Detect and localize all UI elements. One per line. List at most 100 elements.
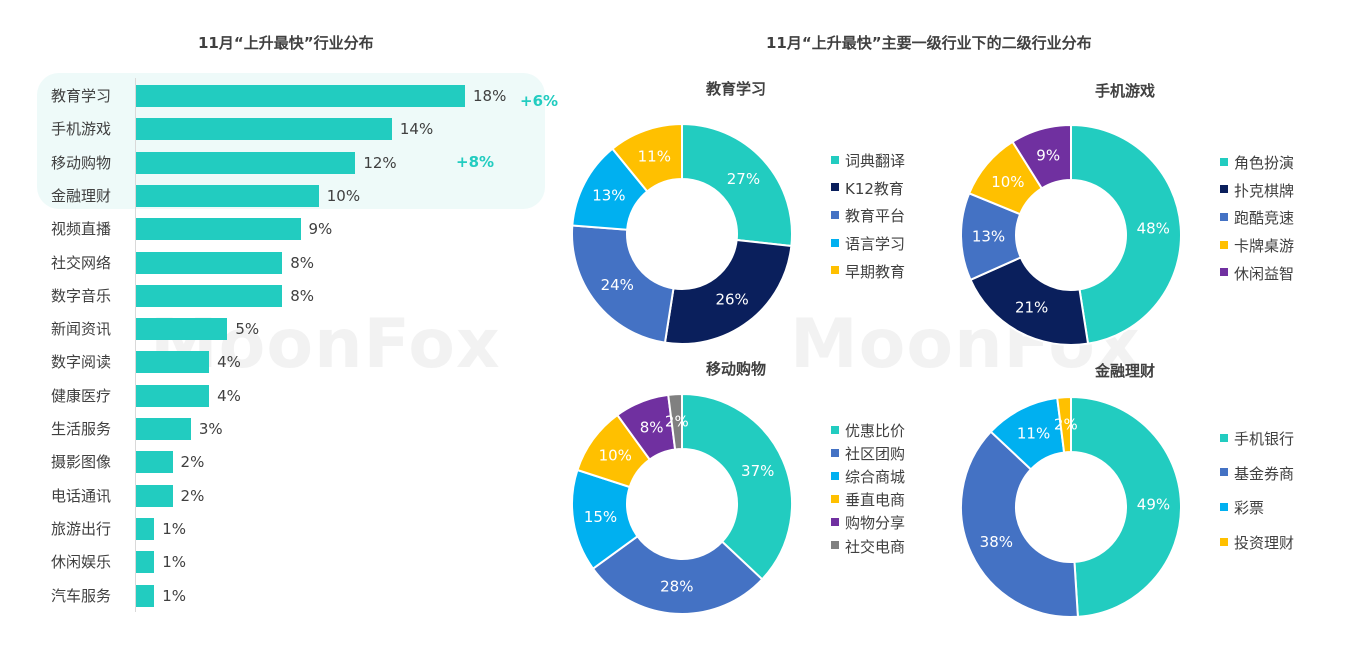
bar-category-label: 休闲娱乐 bbox=[51, 553, 112, 572]
bar bbox=[136, 251, 283, 274]
legend-item: 早期教育 bbox=[831, 262, 905, 282]
bar bbox=[136, 318, 228, 341]
donut-slice bbox=[615, 393, 677, 461]
legend-label: 社交电商 bbox=[845, 537, 906, 556]
watermark-right: MoonFox bbox=[790, 305, 1141, 384]
legend-label: 角色扮演 bbox=[1234, 154, 1295, 172]
donut-slice-label: 10% bbox=[599, 447, 632, 465]
legend-item: 扑克棋牌 bbox=[1220, 181, 1294, 201]
donut-slice bbox=[960, 430, 1079, 618]
bar bbox=[136, 484, 173, 507]
donut-slice bbox=[967, 140, 1044, 216]
legend-swatch bbox=[831, 541, 839, 549]
donut-title: 手机游戏 bbox=[1095, 82, 1156, 100]
legend-label: 卡牌桌游 bbox=[1234, 237, 1295, 256]
donut-slice bbox=[571, 147, 649, 231]
legend-label: 基金券商 bbox=[1234, 464, 1295, 483]
legend-swatch bbox=[831, 155, 839, 164]
legend-swatch bbox=[831, 210, 839, 219]
legend-swatch bbox=[831, 238, 839, 247]
donut-slice-label: 11% bbox=[638, 147, 671, 165]
donut-slice-label: 15% bbox=[584, 508, 617, 526]
bar bbox=[136, 451, 173, 474]
legend-swatch bbox=[831, 471, 839, 480]
donut-slice bbox=[576, 413, 652, 489]
donut-slice-label: 27% bbox=[727, 170, 760, 188]
bar-category-label: 生活服务 bbox=[51, 420, 112, 438]
donut-slice bbox=[960, 191, 1023, 282]
donut-slice bbox=[571, 224, 675, 344]
legend-label: 综合商城 bbox=[845, 468, 906, 487]
donut-slice-label: 38% bbox=[980, 533, 1013, 551]
bar bbox=[136, 384, 210, 407]
legend-item: 优惠比价 bbox=[831, 421, 905, 441]
donut-slice-label: 8% bbox=[640, 418, 664, 436]
legend-label: 社区团购 bbox=[845, 445, 906, 464]
bar bbox=[136, 351, 210, 374]
legend-item: 语言学习 bbox=[831, 234, 905, 254]
legend-swatch bbox=[1220, 433, 1228, 442]
legend-item: 投资理财 bbox=[1220, 533, 1294, 553]
donut-slice bbox=[681, 122, 793, 248]
bar-category-label: 电话通讯 bbox=[51, 486, 112, 505]
bar-chart-axis bbox=[135, 78, 136, 612]
bar bbox=[136, 284, 283, 307]
legend-label: 语言学习 bbox=[845, 235, 906, 254]
legend-label: 彩票 bbox=[1234, 499, 1265, 518]
bar-value-label: 1% bbox=[162, 586, 187, 605]
legend-item: 综合商城 bbox=[831, 467, 905, 487]
legend-item: 手机银行 bbox=[1220, 429, 1294, 449]
legend-item: K12教育 bbox=[831, 179, 904, 199]
donut-slice bbox=[1070, 395, 1182, 618]
donut-slice-label: 13% bbox=[592, 187, 625, 205]
growth-annotation: +8% bbox=[456, 153, 495, 171]
legend-swatch bbox=[1220, 212, 1228, 221]
legend-swatch bbox=[1220, 468, 1228, 477]
bar bbox=[136, 551, 155, 574]
bar-value-label: 8% bbox=[290, 253, 315, 272]
legend-label: 休闲益智 bbox=[1234, 264, 1295, 283]
bar-value-label: 1% bbox=[162, 553, 187, 572]
donut-slice-label: 11% bbox=[1017, 424, 1050, 442]
bar-category-label: 汽车服务 bbox=[51, 586, 112, 605]
legend-item: 垂直电商 bbox=[831, 490, 905, 510]
bar-category-label: 摄影图像 bbox=[51, 453, 112, 472]
bar-value-label: 18% bbox=[473, 87, 507, 105]
legend-item: 角色扮演 bbox=[1220, 153, 1294, 173]
donut-slice-label: 28% bbox=[660, 577, 693, 595]
growth-annotation: +6% bbox=[520, 92, 559, 110]
bar-value-label: 1% bbox=[162, 519, 187, 538]
donut-slice bbox=[663, 238, 793, 345]
donut-slice-label: 37% bbox=[741, 462, 774, 480]
bar-value-label: 8% bbox=[290, 286, 315, 305]
bar bbox=[136, 218, 301, 241]
bar-category-label: 新闻资讯 bbox=[51, 320, 112, 339]
donut-slice-label: 24% bbox=[601, 276, 634, 294]
donut-slice-label: 2% bbox=[665, 413, 689, 431]
legend-swatch bbox=[831, 448, 839, 457]
donut-title: 移动购物 bbox=[706, 360, 767, 378]
bar-value-label: 9% bbox=[308, 220, 333, 239]
legend-item: 跑酷竞速 bbox=[1220, 208, 1294, 228]
bar-category-label: 数字音乐 bbox=[51, 286, 112, 305]
bar bbox=[136, 584, 155, 607]
donut-slice bbox=[1011, 123, 1072, 190]
bar-category-label: 社交网络 bbox=[51, 253, 112, 272]
legend-item: 休闲益智 bbox=[1220, 264, 1294, 284]
bar-category-label: 数字阅读 bbox=[51, 353, 112, 372]
bar-value-label: 10% bbox=[326, 186, 361, 205]
legend-swatch bbox=[1220, 185, 1228, 194]
legend-item: 社交电商 bbox=[831, 537, 905, 557]
donut-slice-label: 9% bbox=[1036, 147, 1060, 165]
bar bbox=[136, 418, 191, 440]
donut-slice bbox=[989, 396, 1066, 471]
legend-swatch bbox=[831, 425, 839, 434]
bar-value-label: 12% bbox=[363, 153, 397, 172]
donut-title: 教育学习 bbox=[706, 80, 767, 98]
donut-slice bbox=[1056, 395, 1072, 454]
bar bbox=[136, 118, 392, 141]
legend-item: 基金券商 bbox=[1220, 464, 1294, 484]
legend-label: 投资理财 bbox=[1234, 534, 1295, 553]
bar bbox=[136, 85, 465, 107]
legend-label: 手机银行 bbox=[1234, 430, 1295, 448]
